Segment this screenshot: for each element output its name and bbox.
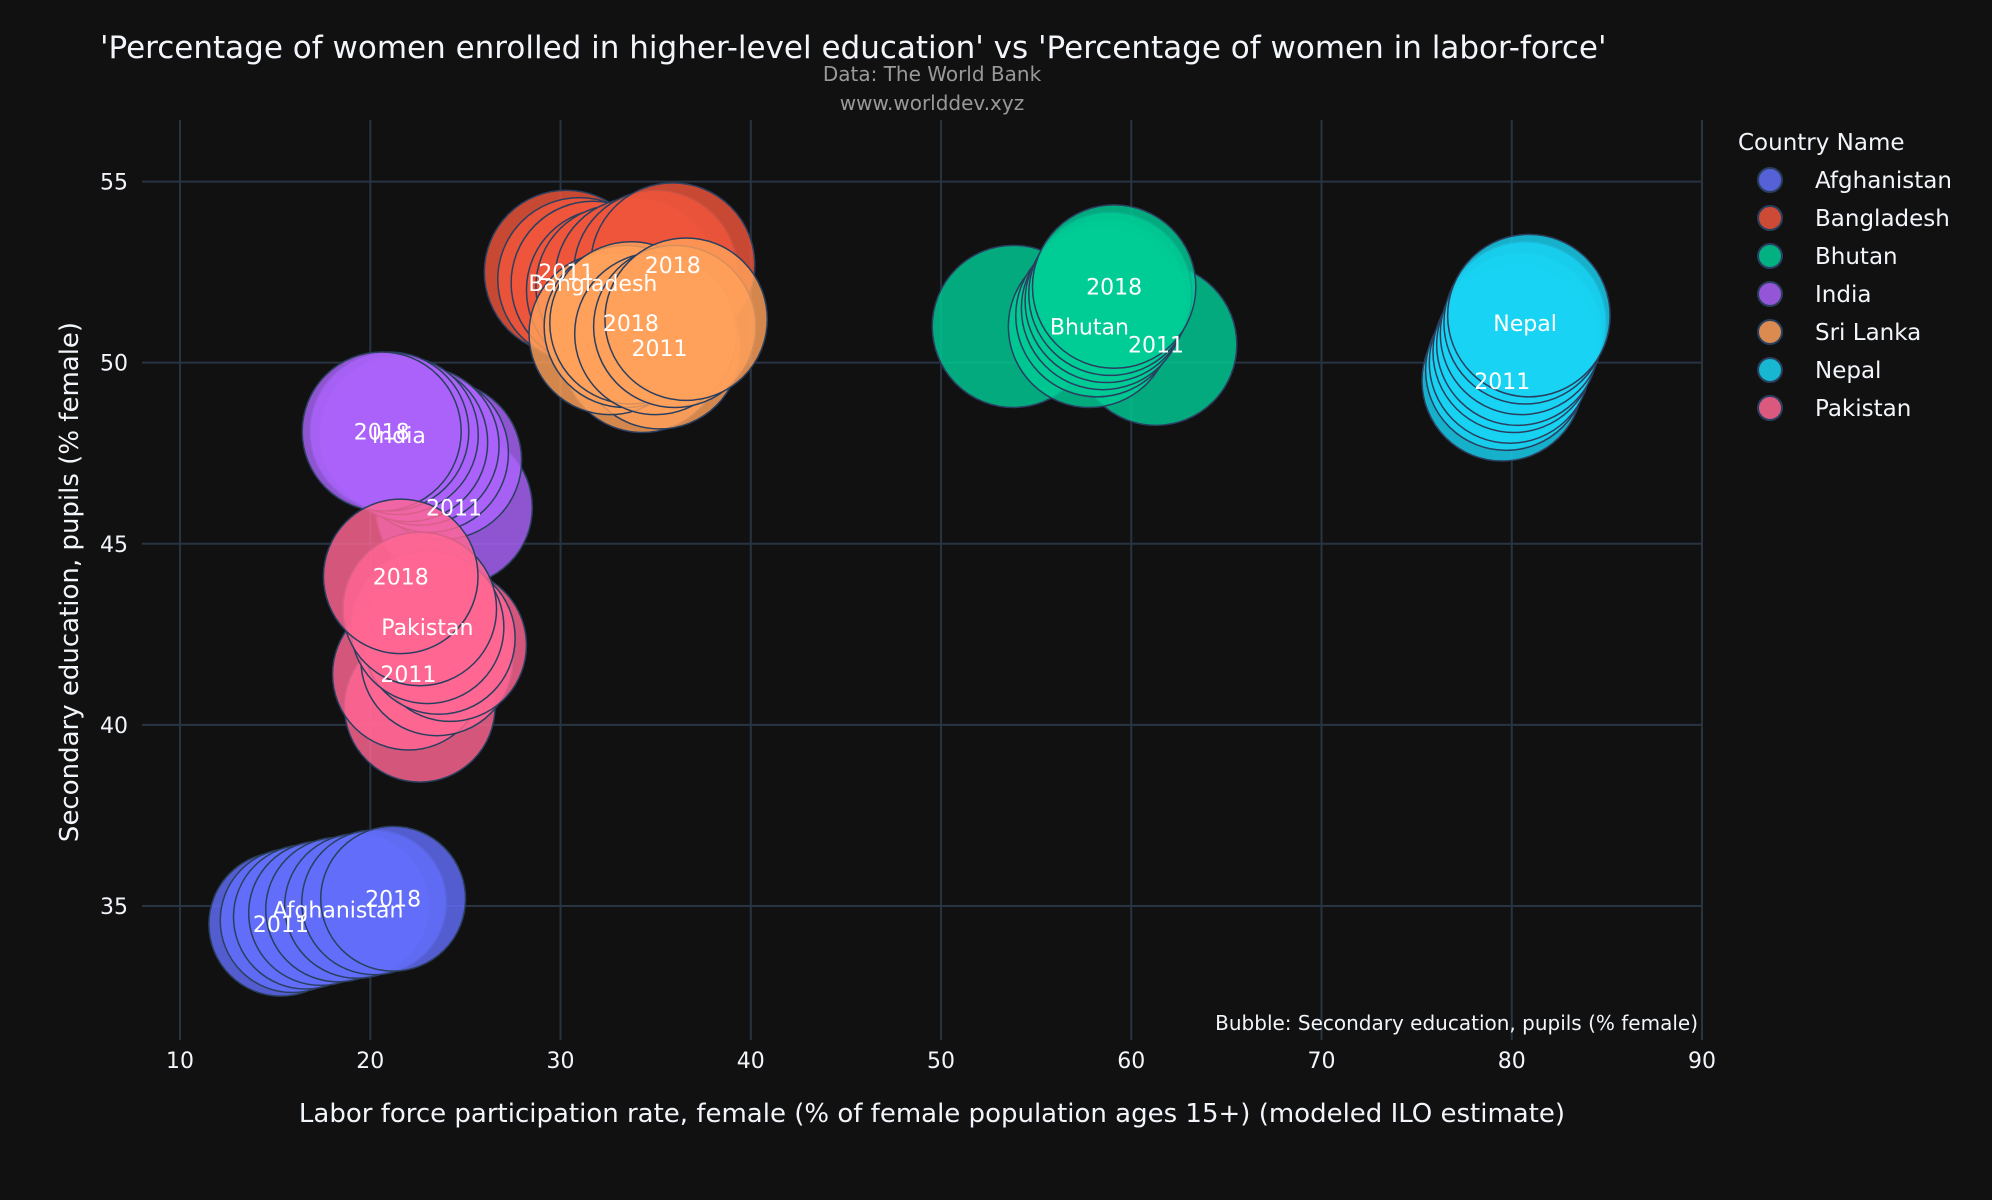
x-tick-label: 70 [1308,1049,1336,1074]
bubble-label: Bhutan [1050,315,1129,340]
legend: Country Name Afghanistan Bangladesh Bhutan… [1738,130,1952,422]
chart-title: 'Percentage of women enrolled in higher-… [100,30,1607,66]
x-tick-label: 20 [356,1049,384,1074]
legend-item[interactable]: Afghanistan [1757,167,1952,194]
series-india [301,351,534,587]
legend-marker [1757,281,1783,307]
x-tick-label: 40 [737,1049,765,1074]
x-tick-label: 60 [1117,1049,1145,1074]
bubble[interactable] [604,237,769,402]
legend-marker [1757,243,1783,269]
bubble-label: 2011 [1474,370,1530,395]
bubble-label: 2011 [426,497,482,522]
legend-marker [1757,205,1783,231]
legend-marker [1757,319,1783,345]
legend-item[interactable]: Bangladesh [1757,205,1950,232]
legend-item[interactable]: Sri Lanka [1757,319,1921,346]
legend-title: Country Name [1738,130,1905,156]
legend-label: Nepal [1815,358,1881,384]
bubble-label: Nepal [1493,312,1557,337]
x-tick-label: 80 [1498,1049,1526,1074]
bubble-label: 2018 [354,420,410,445]
x-tick-label: 10 [166,1049,194,1074]
legend-marker [1757,167,1783,193]
x-tick-label: 90 [1688,1049,1716,1074]
series-sri-lanka [528,237,769,434]
bubble-labels: 2011Afghanistan20182011Bangladesh2018201… [253,254,1557,938]
bubble-label: 2018 [603,312,659,337]
legend-label: Sri Lanka [1815,320,1921,346]
legend-item[interactable]: Pakistan [1757,395,1911,422]
y-tick-label: 55 [100,171,128,196]
bubble-label: 2011 [380,663,436,688]
bubble-label: 2018 [645,254,701,279]
bubble-label: 2011 [631,337,687,362]
bubble-label: 2018 [365,888,421,913]
legend-label: Pakistan [1815,396,1911,422]
bubble[interactable] [319,825,467,972]
legend-item[interactable]: Nepal [1757,357,1881,384]
bubble-label: Pakistan [381,616,473,641]
bubble-label: Bangladesh [528,272,657,297]
series-bhutan [931,204,1238,427]
bubble-label: 2018 [1086,276,1142,301]
bubble[interactable] [1031,204,1197,370]
legend-label: India [1815,282,1871,308]
x-tick-label: 30 [547,1049,575,1074]
x-tick-label: 50 [927,1049,955,1074]
legend-marker [1757,395,1783,421]
axis-ticks: 10 20 30 40 50 60 70 80 90 35 40 45 50 55 [100,171,1716,1074]
bubble[interactable] [1446,233,1611,398]
y-tick-label: 45 [100,533,128,558]
bubble-size-note: Bubble: Secondary education, pupils (% f… [1215,1011,1698,1035]
y-axis-label: Secondary education, pupils (% female) [55,322,85,842]
legend-label: Afghanistan [1815,168,1952,194]
y-tick-label: 50 [100,352,128,377]
bubble-layer [208,182,1611,997]
legend-marker [1757,357,1783,383]
legend-label: Bangladesh [1815,206,1950,232]
series-nepal [1421,233,1611,462]
bubble-label: 2011 [1128,334,1184,359]
bubble[interactable] [322,498,479,655]
series-afghanistan [208,825,467,997]
x-axis-label: Labor force participation rate, female (… [299,1099,1565,1129]
bubble-label: 2011 [253,913,309,938]
legend-label: Bhutan [1815,244,1898,270]
chart-subtitle-website: www.worlddev.xyz [840,91,1024,115]
bubble-label: 2011 [538,261,594,286]
legend-item[interactable]: India [1757,281,1871,308]
y-tick-label: 40 [100,714,128,739]
bubble-label: India [372,424,426,449]
series-pakistan [322,498,528,783]
bubble-label: Afghanistan [272,899,403,924]
legend-item[interactable]: Bhutan [1757,243,1898,270]
chart-subtitle-source: Data: The World Bank [823,62,1042,86]
bubble-label: 2018 [373,565,429,590]
y-tick-label: 35 [100,895,128,920]
